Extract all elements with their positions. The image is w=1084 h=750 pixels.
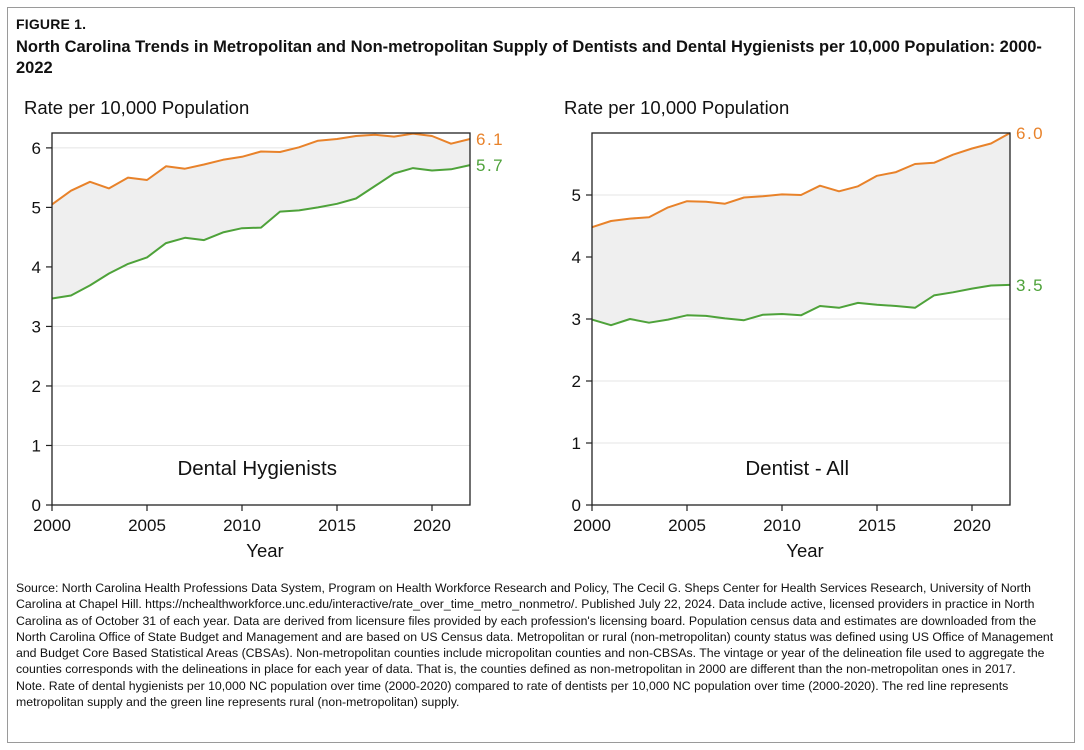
x-axis-label: Year (786, 540, 823, 561)
y-tick-label: 5 (32, 198, 41, 217)
nonmetro-line (591, 283, 1011, 327)
y-tick-label: 2 (32, 377, 41, 396)
x-tick-label: 2000 (33, 516, 71, 535)
source-note: Source: North Carolina Health Profession… (16, 581, 1054, 677)
gap-band (592, 133, 1010, 326)
figure-label: FIGURE 1. (16, 16, 87, 32)
x-tick-label: 2010 (223, 516, 261, 535)
x-tick-label: 2020 (953, 516, 991, 535)
y-axis-label: Rate per 10,000 Population (564, 97, 789, 118)
x-axis-label: Year (246, 540, 283, 561)
y-axis-label: Rate per 10,000 Population (24, 97, 249, 118)
x-tick-label: 2000 (573, 516, 611, 535)
x-tick-label: 2010 (763, 516, 801, 535)
gap-band (52, 133, 470, 299)
y-tick-label: 4 (32, 258, 41, 277)
figure-title: North Carolina Trends in Metropolitan an… (16, 38, 1042, 77)
end-value-label: 5.7 (476, 156, 504, 175)
metro-line (51, 132, 471, 206)
chart-dentist-all: Rate per 10,000 Population 6.0 3.5 0 1 2 3 4 5 20… (564, 97, 1044, 561)
chart-dental-hygienists: Rate per 10,000 Population 6.1 5.7 0 1 2 3 4 5 6 2… (24, 97, 504, 561)
x-tick-label: 2020 (413, 516, 451, 535)
end-value-label: 6.1 (476, 130, 504, 149)
y-tick-label: 0 (32, 496, 41, 515)
footnote: Source: North Carolina Health Profession… (16, 580, 1068, 710)
plot-frame (51, 132, 471, 506)
y-tick-label: 3 (32, 317, 41, 336)
x-tick-label: 2015 (858, 516, 896, 535)
chart-title: Dentist - All (745, 457, 849, 480)
y-tick-label: 4 (572, 248, 581, 267)
y-tick-label: 6 (32, 139, 41, 158)
x-tick-label: 2005 (668, 516, 706, 535)
metro-line (591, 132, 1011, 229)
end-value-label: 3.5 (1016, 276, 1044, 295)
y-tick-label: 1 (572, 434, 581, 453)
figure-frame (7, 7, 1075, 743)
x-tick-label: 2015 (318, 516, 356, 535)
y-tick-label: 2 (572, 372, 581, 391)
y-tick-label: 1 (32, 436, 41, 455)
charts-area: Rate per 10,000 Population 6.1 5.7 0 1 2 3 4 5 6 2… (24, 97, 1044, 561)
method-note: Note. Rate of dental hygienists per 10,0… (16, 678, 1009, 710)
y-tick-label: 5 (572, 186, 581, 205)
chart-title: Dental Hygienists (177, 457, 337, 480)
y-tick-label: 0 (572, 496, 581, 515)
end-value-label: 6.0 (1016, 124, 1044, 143)
y-tick-label: 3 (572, 310, 581, 329)
nonmetro-line (51, 164, 471, 300)
x-tick-label: 2005 (128, 516, 166, 535)
